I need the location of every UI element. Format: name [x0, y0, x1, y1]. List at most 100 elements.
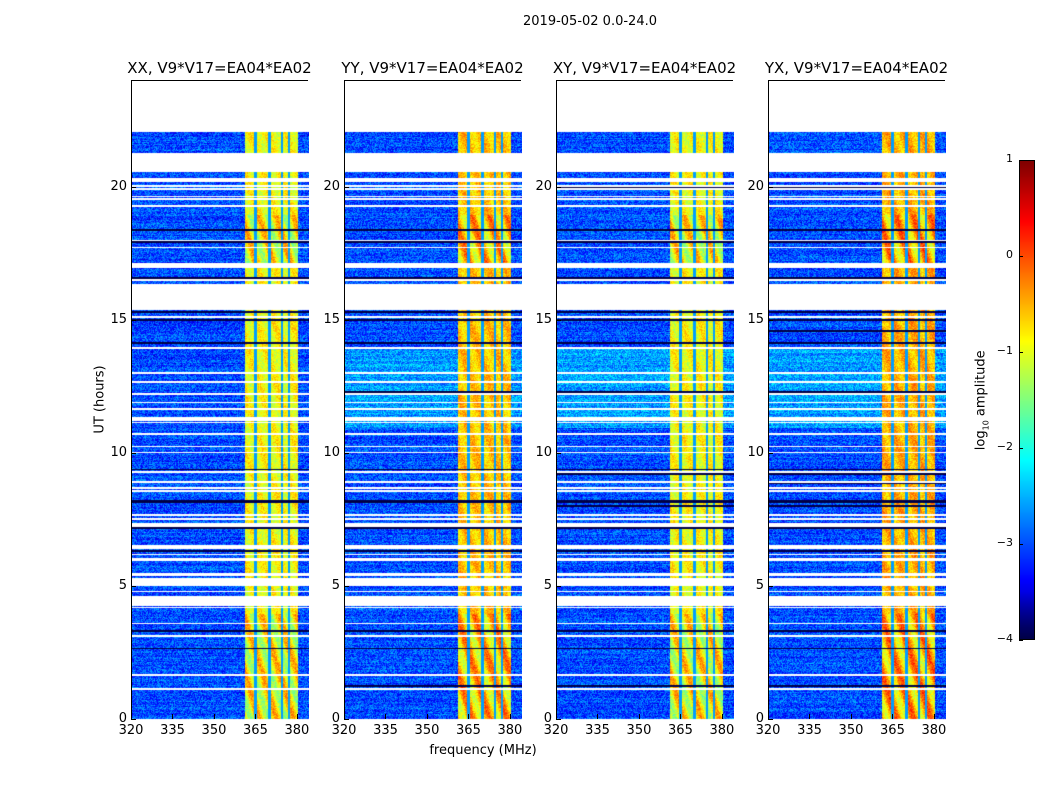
panel-title: XX, V9*V17=EA04*EA02	[127, 59, 312, 77]
x-tick	[344, 714, 345, 719]
colorbar-tick-label: 1	[1006, 152, 1013, 165]
x-tick	[680, 714, 682, 719]
y-tick-label: 5	[118, 577, 127, 593]
figure-title: 2019-05-02 0.0-24.0	[523, 14, 657, 29]
spectrogram-image	[345, 81, 522, 720]
x-tick-label: 350	[626, 723, 652, 738]
y-tick	[131, 452, 136, 454]
x-tick-label: 335	[585, 723, 610, 738]
spectrogram-panel	[768, 80, 946, 720]
x-tick	[509, 714, 511, 719]
spectrogram-panel	[131, 80, 309, 720]
x-tick	[255, 714, 257, 719]
x-tick-label: 320	[543, 723, 569, 738]
y-tick	[344, 186, 349, 188]
y-axis-label: UT (hours)	[92, 365, 108, 434]
colorbar	[1019, 160, 1035, 640]
colorbar-tick	[1019, 160, 1023, 161]
colorbar-tick-label: −4	[996, 632, 1013, 645]
colorbar-tick	[1019, 544, 1023, 545]
y-tick-label: 0	[331, 711, 340, 726]
x-tick	[172, 714, 174, 719]
x-tick-label: 365	[880, 723, 905, 738]
panel-title: YY, V9*V17=EA04*EA02	[341, 59, 524, 77]
x-axis-label: frequency (MHz)	[429, 743, 537, 758]
x-tick	[131, 714, 132, 719]
x-tick-label: 335	[160, 723, 185, 738]
x-tick	[426, 714, 428, 719]
y-tick-label: 5	[543, 577, 552, 593]
x-tick-label: 335	[373, 723, 398, 738]
y-tick-label: 0	[118, 711, 127, 726]
x-tick-label: 350	[201, 723, 227, 738]
panel-title: YX, V9*V17=EA04*EA02	[764, 59, 949, 77]
colorbar-label: log10 amplitude	[973, 350, 991, 451]
spectrogram-image	[132, 81, 309, 720]
y-tick-label: 20	[535, 178, 552, 194]
y-tick	[344, 452, 349, 454]
y-tick	[768, 719, 773, 720]
x-tick	[850, 714, 852, 719]
colorbar-tick-label: 0	[1006, 248, 1013, 261]
y-tick	[131, 585, 136, 587]
y-tick	[131, 319, 136, 321]
colorbar-tick-label: −3	[996, 536, 1013, 549]
y-tick	[344, 585, 349, 587]
x-tick-label: 380	[497, 723, 523, 738]
y-tick-label: 20	[747, 178, 764, 194]
y-tick-label: 15	[747, 311, 764, 327]
colorbar-tick	[1019, 640, 1023, 641]
y-tick-label: 10	[535, 444, 552, 460]
y-tick	[556, 452, 561, 454]
x-tick	[638, 714, 640, 719]
spectrogram-image	[769, 81, 946, 720]
x-tick-label: 320	[118, 723, 144, 738]
y-tick-label: 15	[323, 311, 340, 327]
x-tick-label: 335	[797, 723, 822, 738]
x-tick	[768, 714, 769, 719]
x-tick	[809, 714, 811, 719]
y-tick	[768, 452, 773, 454]
y-tick	[131, 719, 136, 720]
x-tick-label: 380	[709, 723, 735, 738]
colorbar-tick	[1019, 256, 1023, 257]
x-tick-label: 380	[284, 723, 310, 738]
x-tick	[721, 714, 723, 719]
x-tick-label: 365	[243, 723, 268, 738]
y-tick-label: 15	[535, 311, 552, 327]
colorbar-tick-label: −2	[996, 440, 1013, 453]
y-tick	[344, 719, 349, 720]
x-tick-label: 380	[921, 723, 947, 738]
x-tick	[385, 714, 387, 719]
x-tick	[597, 714, 599, 719]
x-tick	[213, 714, 215, 719]
y-tick	[556, 186, 561, 188]
spectrogram-panel	[344, 80, 522, 720]
y-tick	[344, 319, 349, 321]
y-tick-label: 20	[110, 178, 127, 194]
x-tick-label: 320	[331, 723, 357, 738]
x-tick	[892, 714, 894, 719]
y-tick	[768, 186, 773, 188]
x-tick-label: 365	[668, 723, 693, 738]
y-tick-label: 10	[110, 444, 127, 460]
y-tick-label: 10	[747, 444, 764, 460]
y-tick	[556, 319, 561, 321]
x-tick	[933, 714, 935, 719]
colorbar-tick	[1019, 448, 1023, 449]
x-tick-label: 365	[456, 723, 481, 738]
x-tick	[296, 714, 298, 719]
colorbar-tick	[1019, 352, 1023, 353]
y-tick	[556, 719, 561, 720]
colorbar-tick-label: −1	[996, 344, 1013, 357]
y-tick-label: 5	[331, 577, 340, 593]
y-tick	[556, 585, 561, 587]
spectrogram-image	[557, 81, 734, 720]
y-tick	[768, 319, 773, 321]
y-tick-label: 15	[110, 311, 127, 327]
y-tick-label: 0	[755, 711, 764, 726]
spectrogram-panel	[556, 80, 734, 720]
y-tick-label: 10	[323, 444, 340, 460]
x-tick	[556, 714, 557, 719]
y-tick-label: 5	[755, 577, 764, 593]
